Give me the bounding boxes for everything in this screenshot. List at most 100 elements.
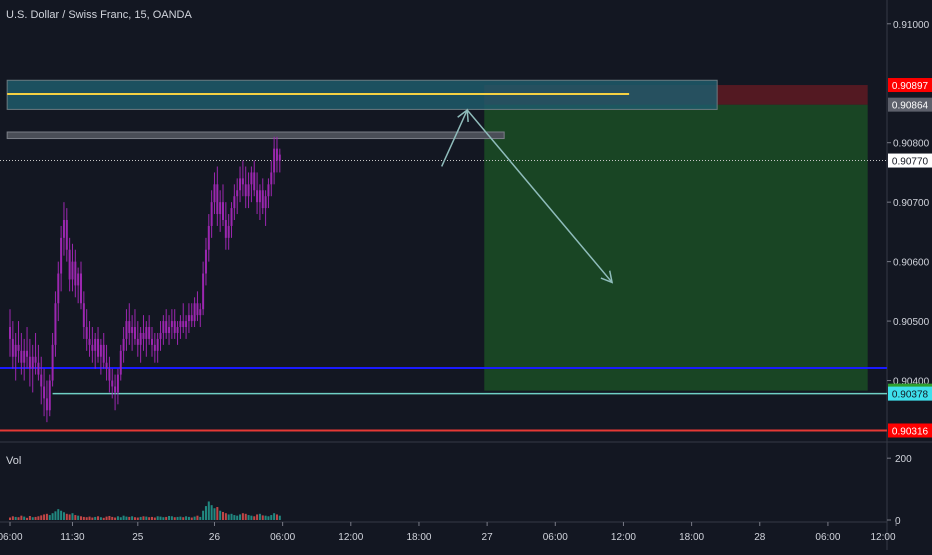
volume-bar	[199, 516, 202, 520]
candle-body	[145, 327, 148, 339]
volume-bar	[230, 513, 233, 520]
volume-bar	[239, 514, 242, 520]
candle-body	[256, 190, 259, 203]
volume-bar	[170, 516, 173, 520]
candle-body	[116, 374, 119, 393]
y-tick-label: 0.90600	[893, 258, 930, 269]
volume-bar	[77, 515, 80, 520]
volume-bar	[258, 513, 261, 520]
candle-body	[247, 184, 250, 197]
arrow-head-up	[457, 108, 469, 123]
volume-bar	[227, 514, 230, 520]
candle-body	[85, 327, 88, 339]
candle-body	[80, 273, 82, 304]
volume-bar	[250, 515, 253, 520]
volume-bar	[275, 514, 278, 520]
volume-label: Vol	[6, 455, 22, 467]
candle-body	[267, 184, 270, 197]
candle-body	[119, 350, 122, 375]
x-tick-label: 18:00	[679, 532, 704, 543]
volume-bar	[162, 517, 165, 520]
volume-bar	[176, 516, 179, 520]
price-tag[interactable]	[888, 423, 932, 438]
candle-body	[239, 178, 242, 191]
candle-body	[77, 273, 80, 286]
volume-bar	[156, 516, 159, 520]
volume-bar	[91, 517, 94, 520]
candle-body	[278, 154, 281, 161]
candle-body	[253, 172, 256, 191]
candle-body	[26, 350, 29, 357]
volume-bar	[173, 517, 176, 520]
volume-bar	[54, 511, 57, 520]
candle-body	[270, 172, 273, 185]
volume-bar	[116, 516, 119, 520]
candle-body	[57, 273, 60, 304]
volume-bar	[131, 516, 134, 520]
volume-bar	[17, 517, 20, 520]
candle-body	[273, 148, 276, 173]
candle-body	[28, 356, 31, 369]
volume-bar	[196, 515, 199, 520]
candle-body	[51, 344, 54, 381]
candle-body	[193, 303, 196, 322]
candle-body	[204, 249, 207, 274]
target-zone[interactable]	[484, 104, 868, 391]
candle-body	[261, 190, 264, 209]
candle-body	[190, 315, 193, 322]
price-tag[interactable]	[888, 153, 932, 168]
price-tag[interactable]	[888, 97, 932, 112]
candle-body	[244, 184, 247, 197]
candle-body	[258, 190, 261, 203]
volume-bar	[182, 517, 185, 520]
volume-bar	[145, 516, 148, 520]
x-tick-label: 12:00	[338, 532, 363, 543]
candle-body	[230, 208, 233, 226]
candle-body	[227, 225, 230, 238]
candle-body	[173, 321, 176, 333]
volume-bar	[20, 515, 23, 520]
volume-bar	[148, 517, 151, 520]
volume-bar	[65, 513, 68, 520]
volume-bar	[253, 516, 256, 520]
candle-body	[11, 338, 14, 357]
candle-body	[108, 368, 111, 381]
candle-body	[264, 196, 267, 209]
volume-bar	[57, 509, 60, 520]
candle-body	[43, 386, 46, 399]
x-tick-label: 12:00	[611, 532, 636, 543]
candle-body	[139, 332, 142, 345]
candle-body	[62, 220, 65, 238]
volume-bar	[105, 516, 108, 520]
candle-body	[131, 327, 134, 333]
symbol-title: U.S. Dollar / Swiss Franc, 15, OANDA	[6, 9, 192, 21]
price-tag-label: 0.90378	[892, 390, 929, 401]
price-tag[interactable]	[888, 386, 932, 401]
candle-body	[111, 380, 114, 387]
volume-bar	[114, 517, 117, 520]
volume-bar	[224, 513, 227, 520]
candle-body	[97, 338, 100, 357]
volume-bar	[26, 517, 29, 520]
volume-bar	[159, 516, 162, 520]
candle-body	[159, 332, 162, 339]
candle-body	[45, 398, 48, 411]
candle-body	[156, 338, 159, 351]
volume-bar	[210, 505, 213, 520]
price-tag[interactable]	[888, 78, 932, 93]
volume-bar	[216, 507, 219, 520]
candle-body	[122, 338, 125, 351]
vol-tick-label: 0	[895, 516, 901, 527]
candle-body	[207, 225, 210, 250]
candle-body	[105, 362, 108, 369]
price-tag-label: 0.90897	[892, 81, 929, 92]
arrow-head-down	[600, 270, 614, 284]
volume-bar	[233, 515, 236, 520]
volume-bar	[264, 515, 267, 520]
candle-body	[222, 202, 224, 220]
volume-bar	[85, 517, 88, 520]
x-tick-label: 06:00	[0, 532, 23, 543]
grey-band[interactable]	[6, 131, 505, 140]
